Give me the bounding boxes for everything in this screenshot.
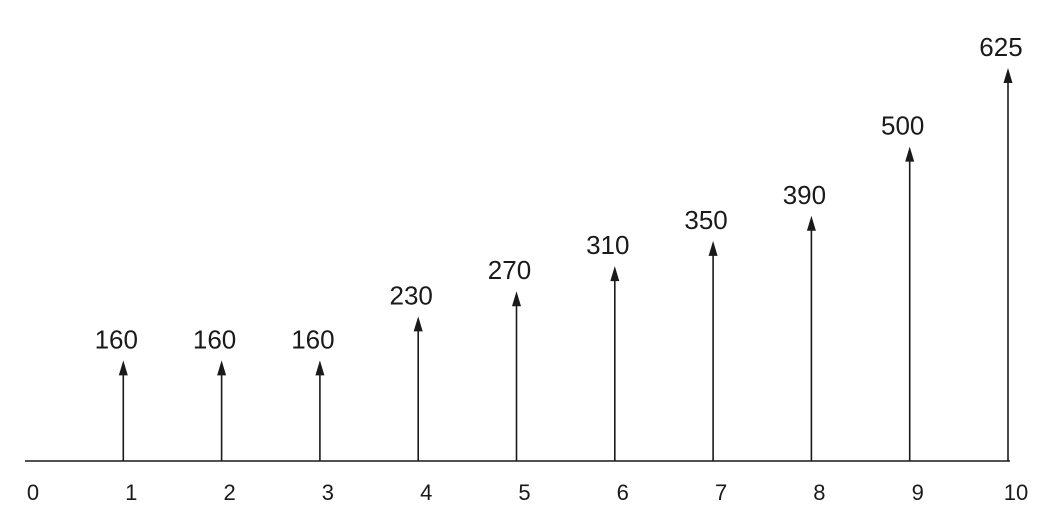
arrow-head-2 — [217, 360, 227, 376]
arrow-head-8 — [806, 215, 816, 231]
x-tick-label-3: 3 — [322, 480, 334, 505]
value-label-3: 160 — [291, 324, 334, 354]
value-label-8: 390 — [783, 180, 826, 210]
value-arrow-2 — [217, 360, 227, 461]
x-tick-label-5: 5 — [518, 480, 530, 505]
x-tick-label-6: 6 — [617, 480, 629, 505]
arrow-head-5 — [512, 291, 521, 307]
x-tick-label-7: 7 — [715, 480, 727, 505]
value-label-9: 500 — [881, 111, 924, 141]
value-arrow-5 — [512, 291, 521, 461]
x-tick-label-2: 2 — [223, 480, 235, 505]
value-labels: 160 160 160 230 270 310 350 390 500 625 — [95, 32, 1023, 354]
arrow-head-7 — [708, 240, 718, 256]
value-label-5: 270 — [488, 255, 531, 285]
value-label-6: 310 — [586, 230, 629, 260]
arrow-head-1 — [118, 360, 128, 376]
value-arrow-9 — [905, 146, 915, 461]
arrow-head-6 — [610, 266, 620, 282]
x-tick-label-1: 1 — [125, 480, 137, 505]
value-arrows — [118, 68, 1013, 461]
value-label-7: 350 — [684, 205, 727, 235]
value-arrow-8 — [806, 215, 816, 461]
value-label-4: 230 — [390, 280, 433, 310]
value-label-1: 160 — [95, 324, 138, 354]
x-tick-label-4: 4 — [420, 480, 432, 505]
value-arrow-3 — [315, 360, 325, 461]
arrow-head-3 — [315, 360, 325, 376]
value-label-10: 625 — [979, 32, 1022, 62]
value-label-2: 160 — [193, 324, 236, 354]
x-axis-tick-labels: 0 1 2 3 4 5 6 7 8 9 10 — [27, 480, 1028, 505]
value-arrow-7 — [708, 240, 718, 461]
value-arrow-4 — [413, 316, 423, 461]
value-arrow-1 — [118, 360, 128, 461]
arrow-head-9 — [905, 146, 915, 162]
x-tick-label-9: 9 — [912, 480, 924, 505]
arrow-head-10 — [1003, 68, 1013, 83]
x-tick-label-8: 8 — [813, 480, 825, 505]
value-arrow-10 — [1003, 68, 1013, 461]
value-arrow-6 — [610, 266, 620, 461]
x-tick-label-0: 0 — [27, 480, 39, 505]
x-tick-label-10: 10 — [1004, 480, 1028, 505]
arrow-head-4 — [413, 316, 423, 332]
